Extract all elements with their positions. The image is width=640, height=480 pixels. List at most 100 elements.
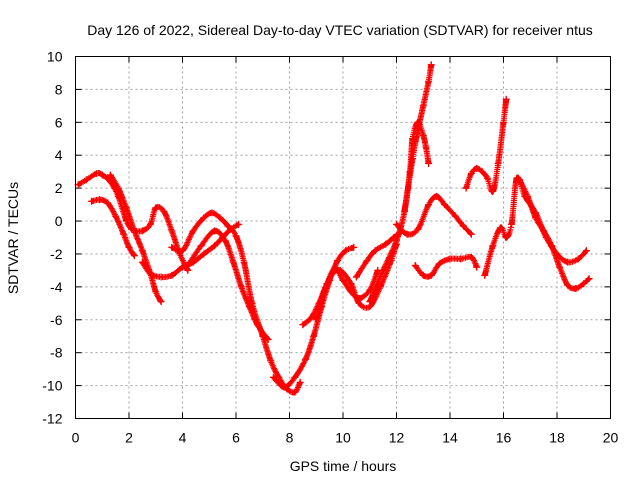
- series-arc-5: [138, 220, 243, 281]
- data-point: [352, 273, 360, 281]
- data-point: [112, 212, 120, 220]
- x-axis-label: GPS time / hours: [290, 458, 397, 474]
- series-arc-17: [481, 174, 590, 279]
- data-point: [240, 258, 248, 266]
- data-point: [104, 199, 112, 207]
- x-tick-label: 4: [179, 430, 187, 446]
- data-point: [446, 255, 454, 263]
- data-point: [184, 261, 192, 269]
- x-tick-label: 18: [549, 430, 565, 446]
- data-point: [473, 263, 481, 271]
- data-point: [572, 285, 580, 293]
- data-point: [473, 164, 481, 172]
- data-point: [146, 270, 154, 278]
- data-point: [138, 258, 146, 266]
- x-tick-label: 12: [389, 430, 405, 446]
- data-point: [235, 220, 243, 228]
- data-point: [179, 263, 186, 271]
- data-point: [120, 230, 128, 238]
- data-point: [419, 131, 427, 139]
- data-point: [269, 373, 277, 381]
- y-tick-label: 2: [55, 180, 63, 196]
- data-point: [414, 225, 422, 233]
- data-point: [146, 220, 154, 228]
- data-point: [237, 283, 245, 291]
- data-point: [414, 127, 422, 135]
- data-point: [168, 243, 176, 251]
- data-point: [98, 171, 106, 179]
- plus-markers: [313, 241, 400, 323]
- data-point: [189, 227, 197, 235]
- data-point: [334, 257, 342, 265]
- data-point: [393, 220, 400, 228]
- data-point: [502, 234, 510, 241]
- data-point: [350, 243, 358, 251]
- data-point: [393, 237, 400, 245]
- data-point: [582, 247, 590, 255]
- series-arc-13: [401, 61, 435, 215]
- data-point: [179, 247, 186, 255]
- data-point: [457, 255, 465, 263]
- data-point: [93, 169, 101, 177]
- data-point: [168, 271, 176, 279]
- series-arc-10: [312, 240, 400, 324]
- data-point: [467, 230, 475, 238]
- series-arc-15: [411, 253, 481, 280]
- data-point: [433, 192, 441, 200]
- data-point: [264, 336, 272, 344]
- data-point: [467, 253, 475, 261]
- y-tick-label: 0: [55, 213, 63, 229]
- data-point: [157, 298, 165, 306]
- data-point: [291, 388, 299, 396]
- data-point: [481, 271, 489, 279]
- data-point: [419, 102, 427, 110]
- data-point: [267, 357, 275, 365]
- x-tick-label: 16: [496, 430, 512, 446]
- data-point: [197, 242, 205, 250]
- series-arc-4: [130, 203, 192, 274]
- plus-markers: [481, 174, 590, 279]
- data-point: [114, 184, 122, 192]
- data-point: [363, 257, 371, 265]
- data-point: [221, 237, 229, 245]
- data-point: [401, 207, 409, 215]
- series-arc-16: [462, 95, 510, 195]
- data-point: [435, 260, 443, 268]
- plot-frame: [75, 56, 611, 419]
- data-point: [489, 242, 497, 250]
- data-point: [211, 242, 219, 250]
- data-point: [82, 176, 90, 184]
- data-point: [366, 286, 374, 294]
- data-point: [229, 258, 237, 266]
- series-arc-2: [88, 196, 138, 260]
- x-tick-label: 10: [335, 430, 351, 446]
- data-point: [371, 247, 379, 255]
- data-point: [310, 332, 318, 340]
- y-tick-label: -6: [50, 312, 63, 328]
- data-point: [224, 222, 232, 230]
- data-point: [564, 281, 572, 289]
- data-point: [328, 270, 336, 278]
- y-tick-label: -2: [50, 246, 63, 262]
- plus-markers: [139, 221, 242, 281]
- plus-markers: [463, 96, 510, 195]
- data-point: [291, 373, 299, 381]
- data-point: [441, 201, 449, 209]
- data-point: [494, 159, 502, 167]
- data-point: [307, 314, 315, 322]
- y-tick-label: -8: [50, 345, 63, 361]
- data-point: [106, 171, 114, 179]
- y-tick-label: -10: [42, 378, 62, 394]
- grid: [75, 56, 611, 419]
- data-point: [336, 266, 344, 274]
- data-point: [425, 159, 433, 167]
- plus-markers: [184, 227, 272, 343]
- data-point: [459, 222, 467, 230]
- data-point: [138, 247, 146, 255]
- data-point: [152, 204, 160, 212]
- data-point: [403, 230, 411, 238]
- data-point: [540, 227, 548, 235]
- data-point: [483, 174, 491, 182]
- data-point: [574, 255, 582, 263]
